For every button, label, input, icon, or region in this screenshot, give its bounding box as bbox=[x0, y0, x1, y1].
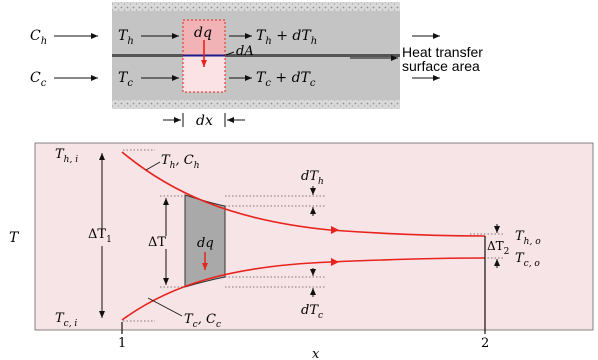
cold-curve-leader bbox=[147, 297, 183, 317]
label-Tco: Tc, o bbox=[515, 251, 540, 269]
hot-curve bbox=[121, 151, 486, 237]
label-Th-out: Th + dTh bbox=[256, 28, 317, 47]
x-tick-2-label: 2 bbox=[481, 336, 489, 351]
label-dTh: dTh bbox=[301, 169, 324, 187]
dotted-guides bbox=[123, 149, 505, 322]
cold-flow-arrowhead bbox=[331, 258, 339, 266]
bottom-wall bbox=[112, 100, 400, 109]
temperature-plot: dq ΔT1 ΔT ΔT2 dTh dTc Th, i Tc, i Th, o … bbox=[9, 142, 594, 360]
x-tick-1-label: 1 bbox=[118, 336, 126, 351]
label-Thi: Th, i bbox=[55, 147, 78, 165]
hot-flow-arrowhead bbox=[331, 226, 339, 234]
label-Cc: Cc bbox=[30, 70, 47, 89]
label-Tci: Tc, i bbox=[55, 311, 77, 329]
label-dA: dA bbox=[236, 44, 254, 59]
label-Ch: Ch bbox=[30, 28, 47, 47]
heat-transfer-label-2: surface area bbox=[402, 58, 480, 74]
top-wall bbox=[112, 2, 400, 11]
label-Tc-out: Tc + dTc bbox=[256, 70, 316, 89]
label-dT2: ΔT2 bbox=[487, 239, 509, 257]
label-dq-plot: dq bbox=[197, 236, 214, 251]
label-dT1: ΔT1 bbox=[88, 227, 112, 245]
schematic: Ch Cc Th Tc dq Th + dTh dA Tc + dTc Heat… bbox=[30, 2, 483, 129]
dA-leader bbox=[225, 51, 235, 56]
y-axis-label: T bbox=[9, 230, 20, 246]
label-Th: Th bbox=[118, 28, 134, 47]
plot-area bbox=[34, 142, 594, 331]
label-hot-curve: Th, Ch bbox=[161, 153, 199, 171]
label-cold-curve: Tc, Cc bbox=[184, 312, 221, 330]
cold-curve bbox=[121, 257, 486, 321]
label-dx: dx bbox=[196, 113, 213, 129]
label-dT: ΔT bbox=[148, 235, 166, 250]
x-axis-label: x bbox=[312, 347, 320, 360]
hot-channel bbox=[112, 11, 400, 54]
heat-transfer-label-1: Heat transfer bbox=[402, 44, 483, 60]
label-dTc: dTc bbox=[301, 303, 323, 321]
label-Tc: Tc bbox=[118, 70, 133, 89]
label-Tho: Th, o bbox=[515, 229, 541, 247]
label-dq-top: dq bbox=[194, 25, 212, 41]
hot-curve-leader bbox=[145, 161, 161, 171]
